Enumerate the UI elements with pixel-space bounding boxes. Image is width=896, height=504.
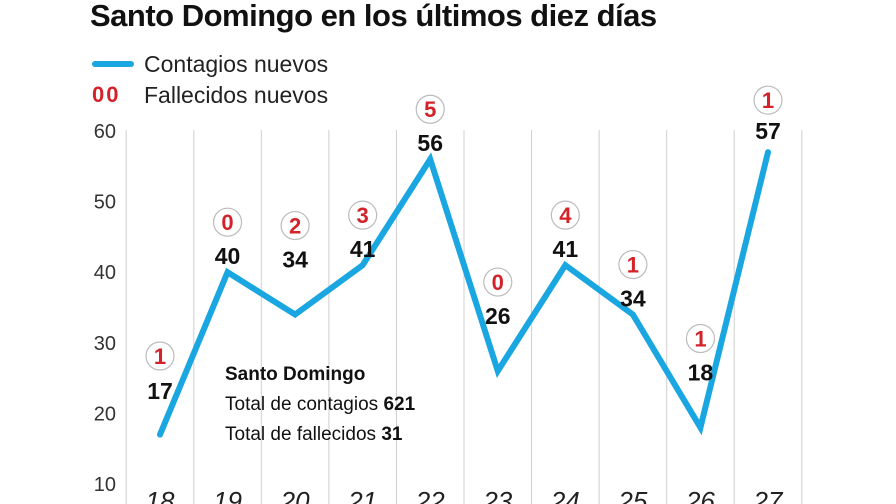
y-tick-label: 50 xyxy=(94,192,116,214)
data-label-fallecidos: 1 xyxy=(154,344,166,369)
summary-fallecidos: Total de fallecidos 31 xyxy=(225,420,415,450)
x-tick-label: 25 xyxy=(617,486,647,504)
death-marker-circle xyxy=(212,207,243,237)
death-marker-circle xyxy=(145,341,175,371)
data-label-contagios: 18 xyxy=(688,360,714,386)
chart-title: Santo Domingo en los últimos diez días xyxy=(90,0,657,33)
data-label-fallecidos: 1 xyxy=(694,327,706,352)
data-label-fallecidos: 1 xyxy=(762,88,774,113)
summary-contagios: Total de contagios 621 xyxy=(225,390,415,420)
data-label-contagios: 26 xyxy=(485,303,511,329)
summary-contagios-value: 621 xyxy=(383,394,416,415)
y-tick-label: 40 xyxy=(94,262,116,284)
summary-title: Santo Domingo xyxy=(225,364,366,385)
death-marker-circle xyxy=(280,210,310,241)
summary-contagios-label: Total de contagios xyxy=(225,394,379,415)
x-tick-label: 22 xyxy=(415,486,445,504)
death-marker-circle xyxy=(618,249,648,280)
data-label-contagios: 34 xyxy=(620,286,646,312)
summary-fallecidos-label: Total de fallecidos xyxy=(225,424,377,445)
legend-line-swatch xyxy=(92,61,134,67)
death-marker-circle xyxy=(550,200,580,230)
data-label-fallecidos: 0 xyxy=(221,210,233,235)
data-label-contagios: 40 xyxy=(215,243,241,269)
x-tick-label: 26 xyxy=(685,486,715,504)
summary-fallecidos-value: 31 xyxy=(381,424,403,445)
y-tick-label: 20 xyxy=(94,403,116,425)
data-label-contagios: 41 xyxy=(350,236,376,262)
legend-marker-fallecidos: 00 xyxy=(92,82,121,107)
data-label-fallecidos: 1 xyxy=(627,253,639,278)
legend-item-fallecidos: 00 Fallecidos nuevos xyxy=(92,81,328,109)
death-marker-circle xyxy=(348,200,378,230)
x-tick-label: 21 xyxy=(347,486,377,504)
legend-label-fallecidos: Fallecidos nuevos xyxy=(144,81,329,108)
x-tick-label: 24 xyxy=(550,486,580,504)
data-label-fallecidos: 0 xyxy=(492,270,504,295)
data-label-fallecidos: 2 xyxy=(289,214,301,239)
data-label-fallecidos: 4 xyxy=(559,203,572,228)
legend-item-contagios: Contagios nuevos xyxy=(92,50,328,78)
legend-label-contagios: Contagios nuevos xyxy=(144,50,329,77)
y-tick-label: 30 xyxy=(94,333,116,355)
data-label-contagios: 56 xyxy=(417,130,443,156)
data-label-fallecidos: 3 xyxy=(357,203,369,228)
series-line-contagios xyxy=(157,149,771,438)
death-marker-circle xyxy=(415,94,445,124)
death-marker-circle xyxy=(483,267,513,297)
summary-box: Santo Domingo Total de contagios 621 Tot… xyxy=(225,360,415,450)
data-label-fallecidos: 5 xyxy=(424,97,436,122)
y-tick-label: 60 xyxy=(94,121,116,143)
death-marker-circle xyxy=(685,323,716,354)
data-label-contagios: 17 xyxy=(147,378,173,404)
data-label-contagios: 41 xyxy=(553,236,579,262)
x-tick-label: 19 xyxy=(213,486,242,504)
x-tick-label: 18 xyxy=(146,486,175,504)
x-tick-label: 20 xyxy=(280,486,310,504)
x-tick-label: 27 xyxy=(753,486,784,504)
data-label-contagios: 57 xyxy=(755,118,781,144)
y-tick-label: 10 xyxy=(94,474,116,496)
data-label-contagios: 34 xyxy=(282,247,308,273)
x-tick-label: 23 xyxy=(482,486,512,504)
death-marker-circle xyxy=(753,85,783,115)
